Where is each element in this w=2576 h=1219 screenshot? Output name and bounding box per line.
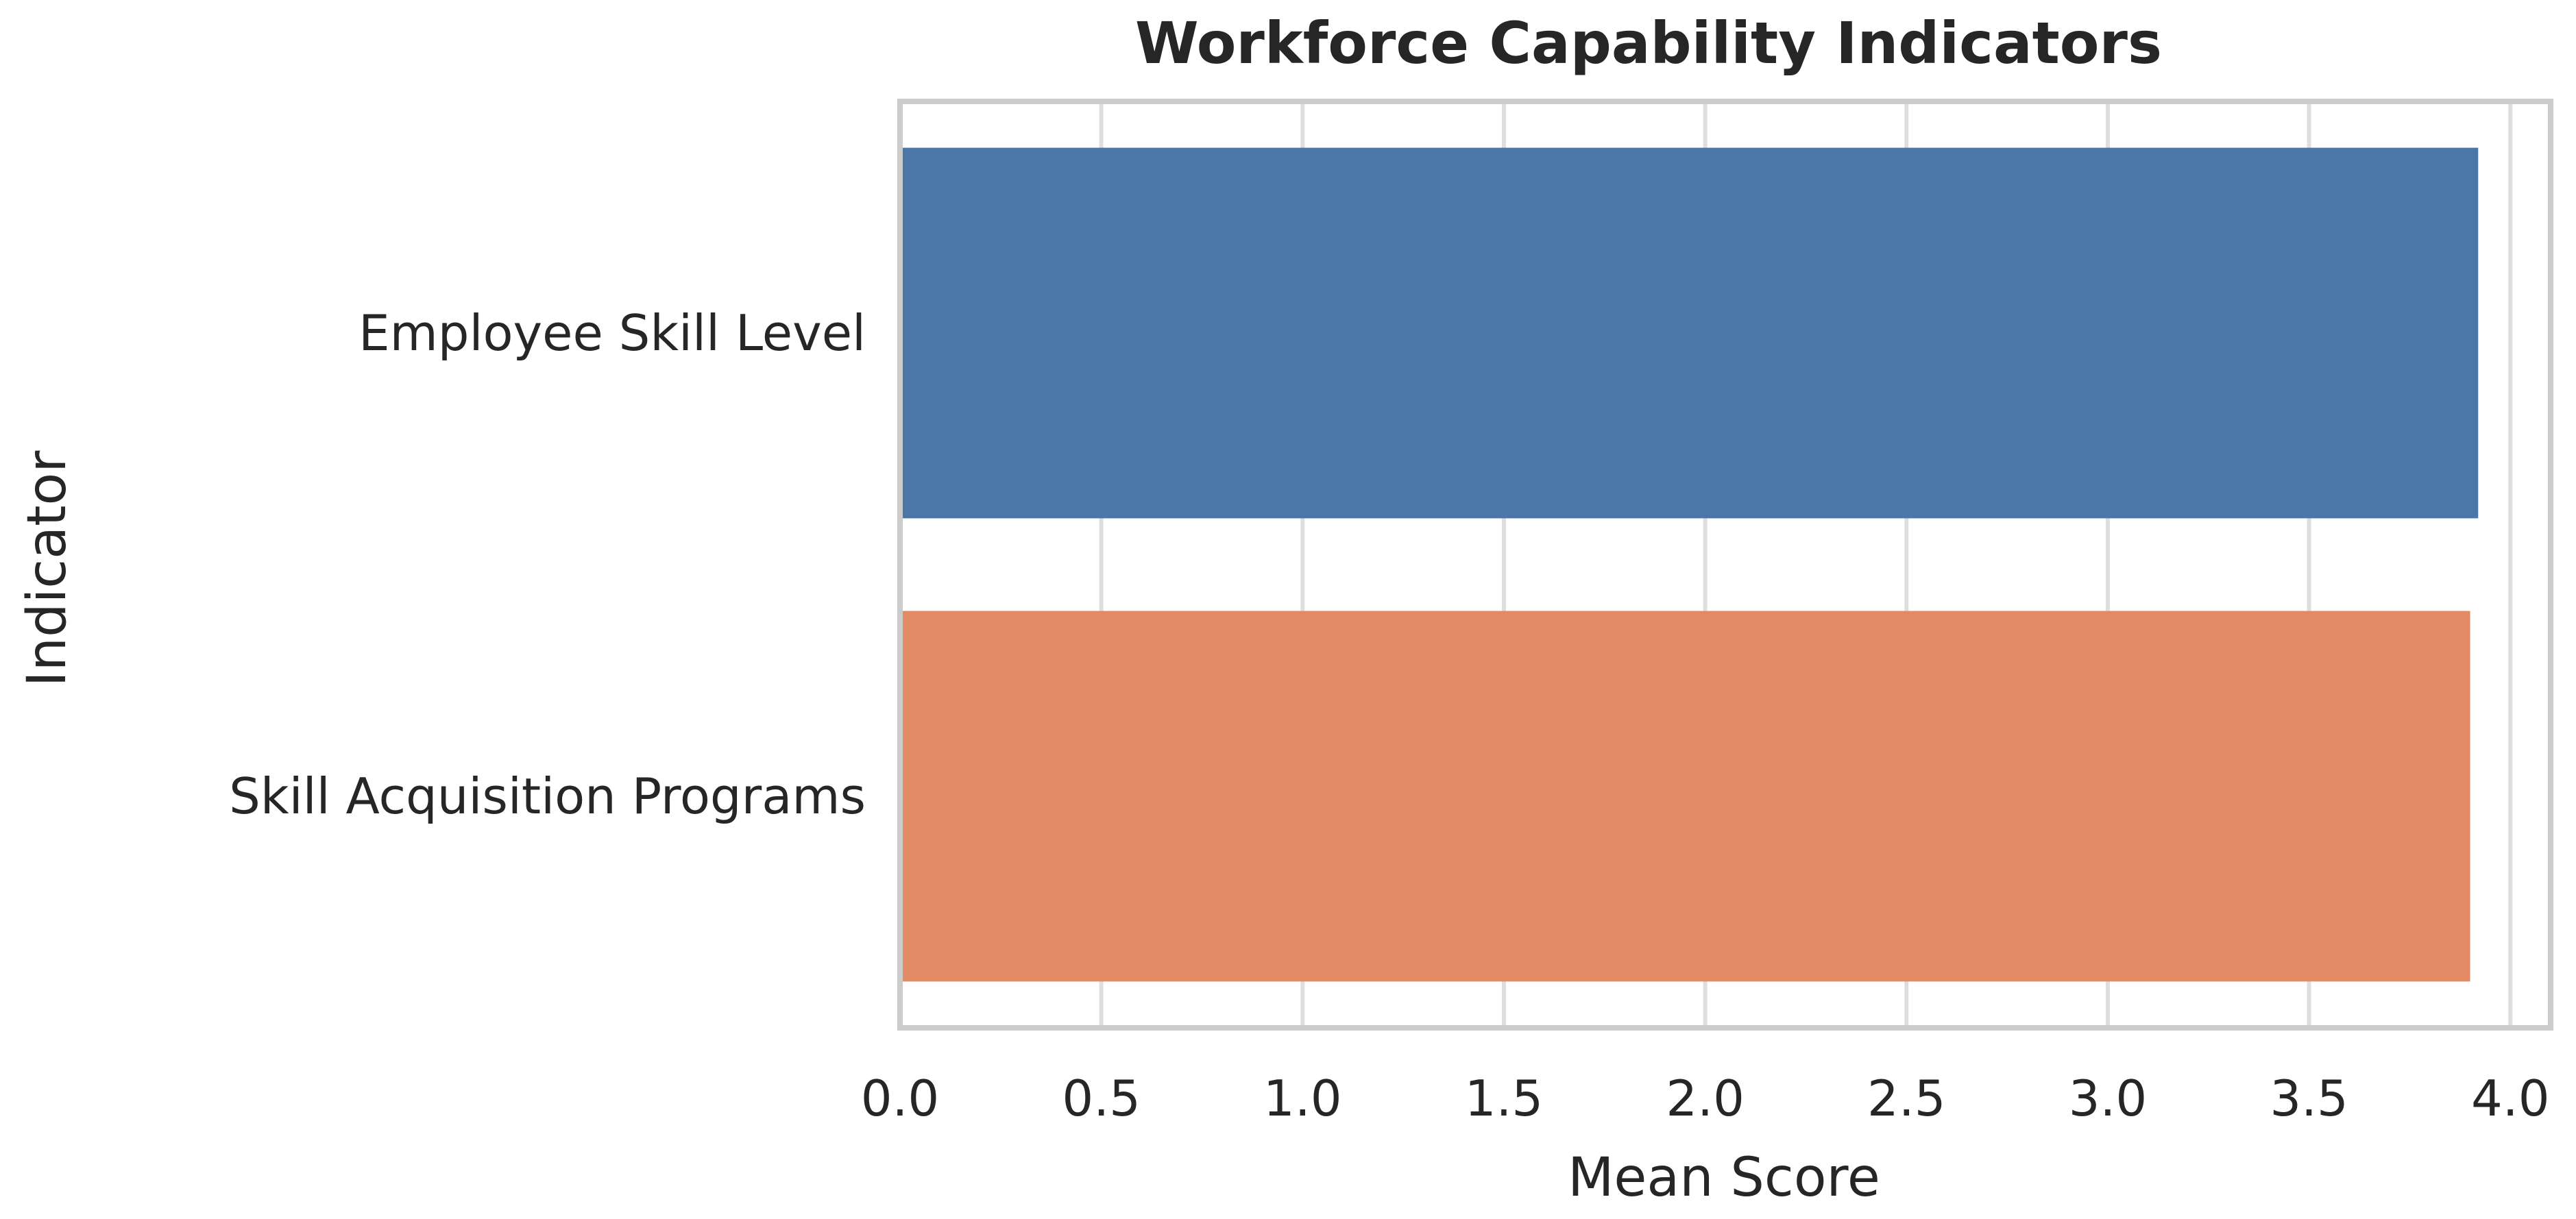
- bars: [901, 147, 2479, 982]
- bar: [901, 147, 2479, 519]
- y-tick-label: Skill Acquisition Programs: [229, 767, 866, 825]
- x-tick-label: 3.5: [2270, 1070, 2348, 1127]
- chart-title: Workforce Capability Indicators: [1135, 10, 2162, 77]
- y-axis-label: Indicator: [16, 450, 78, 687]
- x-axis-label: Mean Score: [1568, 1147, 1880, 1209]
- x-tick-label: 1.0: [1263, 1070, 1342, 1127]
- x-tick-label: 2.5: [1867, 1070, 1946, 1127]
- bar: [901, 611, 2470, 982]
- x-tick-label: 3.0: [2069, 1070, 2148, 1127]
- x-tick-label: 0.5: [1062, 1070, 1141, 1127]
- y-tick-label: Employee Skill Level: [359, 304, 866, 362]
- x-tick-label: 4.0: [2471, 1070, 2550, 1127]
- plot-frame: [897, 99, 2553, 1031]
- x-tick-label: 1.5: [1465, 1070, 1544, 1127]
- x-tick-label: 2.0: [1666, 1070, 1745, 1127]
- x-tick-labels: 0.0 0.5 1.0 1.5 2.0 2.5 3.0 3.5 4.0: [861, 1070, 2550, 1127]
- x-tick-label: 0.0: [861, 1070, 940, 1127]
- y-tick-labels: Employee Skill Level Skill Acquisition Pr…: [229, 304, 866, 825]
